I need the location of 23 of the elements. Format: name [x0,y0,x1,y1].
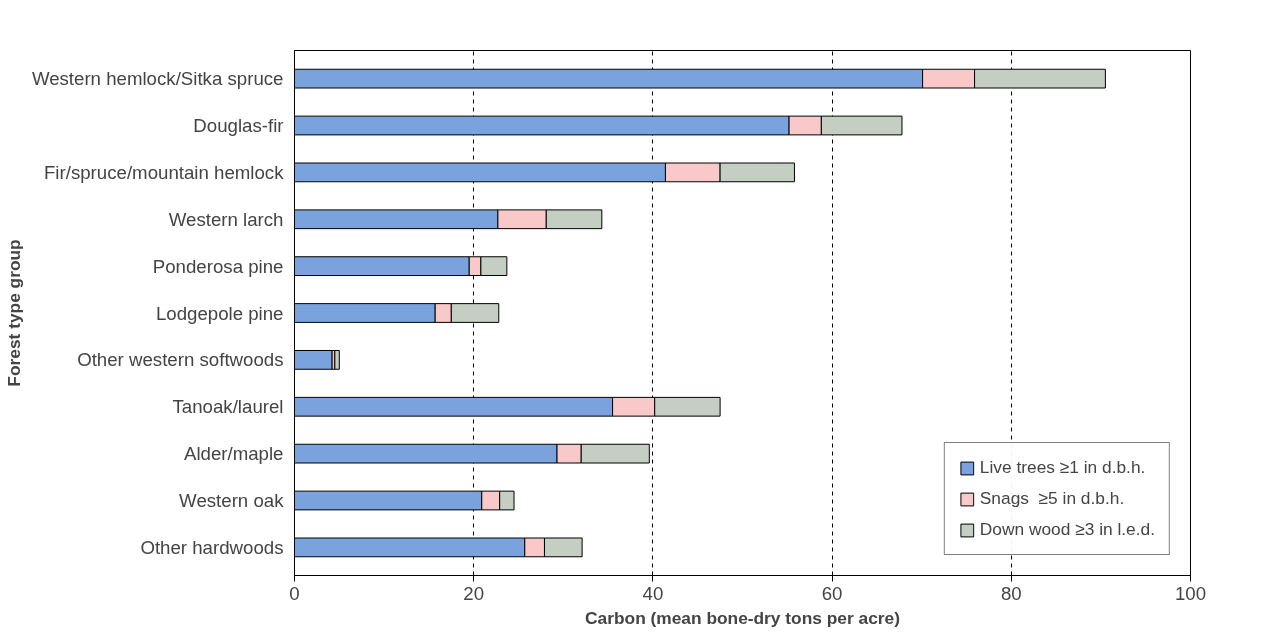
y-tick-label: Western hemlock/Sitka spruce [31,68,284,90]
x-tick-label: 40 [642,582,664,604]
y-tick-label: Western oak [179,490,285,511]
y-tick-label: Ponderosa pine [152,255,284,277]
x-tick-label: 80 [1000,582,1022,604]
y-tick-label: Western larch [168,208,284,230]
y-tick-label: Fir/spruce/mountain hemlock [43,161,285,183]
y-axis-title: Forest type group [3,239,24,387]
x-tick-label: 20 [463,582,485,604]
x-axis-title: Carbon (mean bone-dry tons per acre) [585,607,900,628]
legend-label: Down wood ≥3 in l.e.d. [979,519,1155,540]
y-tick-label: Lodgepole pine [155,302,284,324]
x-tick-label: 60 [821,582,843,604]
bar [334,350,340,370]
y-tick-label: Tanoak/laurel [172,396,284,418]
y-tick-label: Other hardwoods [140,536,284,558]
x-tick-label: 0 [289,582,300,604]
x-tick-label: 100 [1174,582,1207,604]
y-tick-label: Other western softwoods [77,349,284,371]
y-tick-label: Alder/maple [183,443,284,465]
legend-label: Live trees ≥1 in d.b.h. [979,457,1146,478]
y-tick-label: Douglas-fir [193,115,284,136]
legend-label: Snags ≥5 in d.b.h. [979,488,1125,509]
